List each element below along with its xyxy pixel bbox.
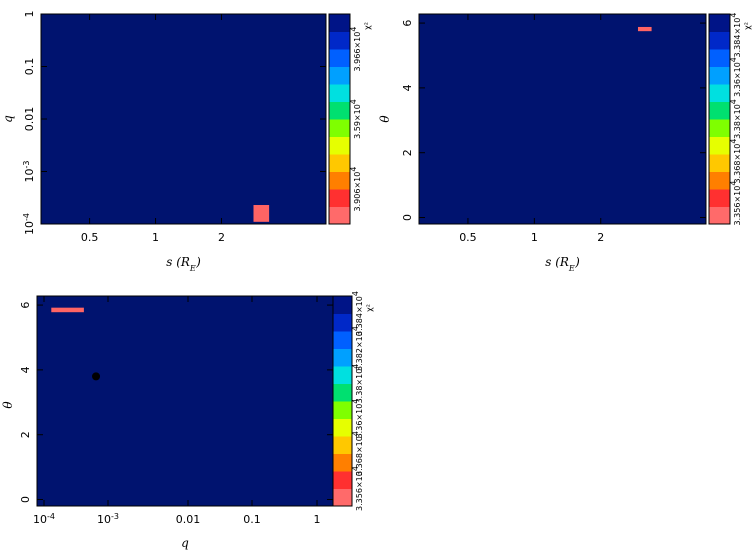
- plot-frame: [418, 13, 707, 225]
- y-axis-label: θ: [1, 401, 15, 409]
- y-tick-label: 2: [19, 431, 32, 438]
- colorbar-label: 3.356×104: [351, 466, 365, 511]
- y-axis-label: q: [1, 115, 15, 123]
- panel-3: 10-4 10-3 0.01 0.1 1 0 2 4 6 q θ 3.384×1043.382×104…: [1, 291, 374, 550]
- colorbar-segment: [709, 66, 730, 85]
- heatmap-background: [37, 296, 333, 506]
- colorbar-segment: [329, 189, 350, 207]
- y-tick-label: 0: [19, 496, 32, 503]
- colorbar-segment: [329, 84, 350, 102]
- colorbar-title: χ²: [365, 304, 374, 312]
- colorbar-segment: [709, 171, 730, 190]
- colorbar-segment: [333, 488, 352, 507]
- colorbar-segment: [333, 331, 352, 349]
- x-axis-label: s (RE ): [545, 255, 580, 273]
- colorbar-segment: [709, 14, 730, 32]
- colorbar-label: 3.38×104: [729, 99, 743, 139]
- x-tick-label: 0.5: [459, 231, 477, 244]
- x-tick-label: 2: [597, 231, 604, 244]
- colorbar-segment: [709, 31, 730, 50]
- colorbar-title: χ²: [743, 22, 752, 30]
- colorbar-segment: [329, 66, 350, 85]
- colorbar-segment: [333, 296, 352, 314]
- x-tick-label: 1: [531, 231, 538, 244]
- y-tick-label: 10-4: [22, 213, 37, 235]
- colorbar-segment: [709, 101, 730, 120]
- colorbar-label: 3.906×104: [349, 167, 363, 212]
- colorbar-segment: [333, 401, 352, 419]
- colorbar-segment: [329, 119, 350, 137]
- colorbar-segment: [329, 136, 350, 155]
- colorbar-segment: [709, 154, 730, 172]
- colorbar-frame: [708, 13, 731, 225]
- colorbar-label: 3.356×104: [729, 181, 743, 226]
- x-tick-label: 0.1: [243, 513, 261, 526]
- y-tick-label: 0: [401, 214, 414, 221]
- x-axis-label: q: [181, 536, 189, 550]
- colorbar: 3.966×104 3.59×104 3.906×104 χ²: [328, 13, 372, 225]
- colorbar-segment: [329, 171, 350, 190]
- y-tick-label: 2: [401, 149, 414, 156]
- colorbar-segment: [709, 49, 730, 67]
- best-fit-point: [92, 372, 101, 381]
- x-tick-label: 2: [218, 231, 225, 244]
- colorbar-label: 3.368×104: [729, 139, 743, 184]
- colorbar-segment: [709, 206, 730, 225]
- heatmap-background: [41, 14, 326, 224]
- colorbar-segment: [333, 383, 352, 402]
- colorbar-segment: [333, 418, 352, 437]
- y-tick-label: 10-3: [22, 161, 37, 183]
- heatmap-cell: [637, 26, 652, 32]
- x-axis-label: s (RE ): [166, 255, 201, 273]
- heatmap-cell: [51, 307, 84, 313]
- colorbar-segment: [333, 471, 352, 489]
- colorbar-label: 3.966×104: [349, 27, 363, 72]
- colorbar-segment: [329, 49, 350, 67]
- colorbar-segment: [329, 14, 350, 32]
- colorbar-segment: [333, 348, 352, 367]
- y-tick-label: 6: [19, 302, 32, 309]
- colorbar-label: 3.38×104: [351, 364, 365, 404]
- colorbar-label: 3.59×104: [349, 99, 363, 139]
- colorbar-segment: [333, 313, 352, 332]
- colorbar-segment: [329, 101, 350, 120]
- x-tick-label: 10-3: [97, 512, 119, 527]
- colorbar: 3.384×1043.382×1043.38×1043.36×1043.368×…: [332, 291, 374, 511]
- colorbar-frame: [328, 13, 351, 225]
- y-tick-label: 4: [19, 366, 32, 373]
- y-tick-label: 4: [401, 84, 414, 91]
- colorbar-segment: [333, 436, 352, 454]
- colorbar-segment: [709, 189, 730, 207]
- y-tick-label: 0.1: [23, 58, 36, 76]
- colorbar-segment: [329, 154, 350, 172]
- colorbar-segment: [709, 84, 730, 102]
- colorbar-frame: [332, 295, 353, 507]
- colorbar-label: 3.36×104: [729, 57, 743, 97]
- x-tick-label: 1: [314, 513, 321, 526]
- colorbar-segment: [329, 31, 350, 50]
- colorbar-title: χ²: [363, 22, 372, 30]
- x-tick-label: 1: [152, 231, 159, 244]
- heatmap-background: [419, 14, 706, 224]
- heatmap-cell: [253, 205, 270, 222]
- y-tick-label: 6: [401, 20, 414, 27]
- x-tick-label: 0.01: [176, 513, 201, 526]
- colorbar-segment: [333, 453, 352, 472]
- x-tick-label: 10-4: [33, 512, 55, 527]
- x-tick-label: 0.5: [81, 231, 99, 244]
- y-tick-label: 0.01: [23, 107, 36, 132]
- colorbar-label: 3.384×104: [729, 13, 743, 58]
- y-axis-label: θ: [378, 115, 392, 123]
- colorbar-segment: [329, 206, 350, 225]
- colorbar-segment: [333, 366, 352, 384]
- colorbar-segment: [709, 119, 730, 137]
- y-tick-label: 1: [23, 11, 36, 18]
- colorbar-segment: [709, 136, 730, 155]
